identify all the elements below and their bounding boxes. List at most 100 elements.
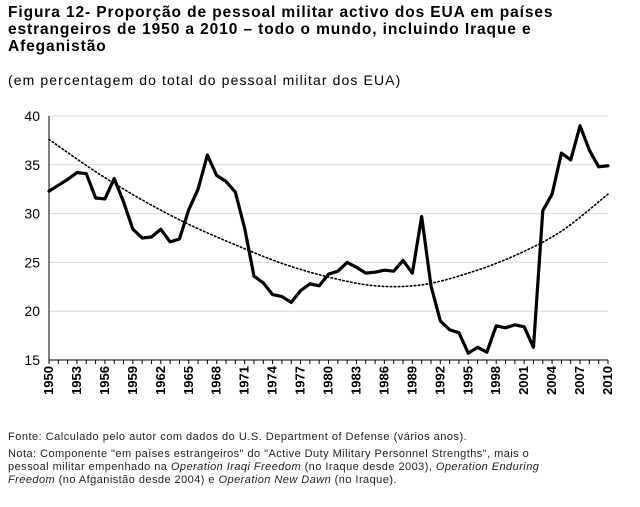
data-point (513, 323, 517, 327)
x-tick-label: 1971 (237, 366, 252, 395)
data-point (504, 326, 507, 329)
data-point (178, 237, 181, 241)
data-point (588, 148, 591, 152)
data-point (560, 151, 563, 155)
data-point (495, 324, 498, 328)
footnote-text-2: (no Iraque desde 2003), (301, 461, 436, 473)
data-point (476, 346, 479, 349)
data-point (75, 171, 79, 174)
y-tick-label: 35 (24, 157, 40, 173)
x-tick-label: 1959 (125, 366, 140, 395)
data-point (317, 284, 321, 288)
footnote-text-1: Nota: Componente "em países estrangeiros… (8, 448, 530, 473)
x-tick-label: 1995 (460, 366, 475, 395)
data-point (308, 282, 312, 286)
line-chart: 15 20 25 30 35 40 1950 1953 1956 1959 1962 1965 1968… (24, 108, 615, 395)
y-tick-label: 20 (24, 303, 40, 319)
data-point (597, 165, 600, 168)
x-tick-label: 1998 (488, 366, 503, 395)
y-tick-label: 25 (24, 254, 40, 270)
data-point (66, 178, 69, 181)
data-point (373, 270, 377, 274)
data-point (187, 208, 190, 211)
data-point (467, 351, 470, 355)
data-point (140, 236, 144, 240)
x-tick-label: 1989 (404, 366, 419, 395)
footnote-operation-iraqi-freedom: Operation Iraqi Freedom (170, 461, 302, 473)
data-point (522, 325, 526, 329)
x-tick-label: 2010 (600, 366, 615, 395)
data-point (457, 331, 461, 334)
data-point (206, 153, 209, 157)
source-note: Fonte: Calculado pelo autor com dados do… (8, 431, 468, 443)
x-tick-label: 1962 (153, 366, 168, 395)
data-point (364, 271, 367, 275)
data-point (401, 259, 405, 262)
x-tick-label: 1992 (432, 366, 447, 395)
x-tick-label: 1974 (265, 365, 280, 395)
y-tick-label: 40 (24, 108, 40, 124)
data-point (252, 274, 256, 278)
data-point (103, 197, 107, 201)
data-point (439, 319, 442, 323)
data-point (290, 301, 293, 304)
figure-title: Figura 12- Proporção de pessoal militar … (8, 4, 554, 55)
data-point (327, 272, 330, 276)
data-point (47, 189, 51, 193)
data-point (550, 192, 554, 196)
data-point (159, 228, 162, 231)
y-tick-label: 30 (24, 206, 40, 222)
data-point (355, 266, 358, 269)
x-tick-label: 1953 (69, 366, 84, 395)
x-tick-label: 1968 (209, 366, 224, 395)
x-tick-label: 1980 (321, 366, 336, 395)
data-point (122, 200, 125, 204)
x-tick-label: 1977 (293, 366, 308, 395)
data-point (392, 269, 395, 273)
data-point (411, 271, 414, 275)
data-point (606, 164, 610, 167)
data-point (215, 174, 218, 177)
y-tick-label: 15 (24, 352, 40, 368)
data-point (168, 240, 172, 244)
footnote-operation-enduring-freedom: Operation Enduring Freedom (8, 461, 540, 486)
x-tick-label: 1965 (181, 366, 196, 395)
data-point (429, 284, 433, 288)
x-tick-label: 2004 (544, 365, 559, 395)
data-point (345, 261, 349, 264)
data-point (280, 295, 284, 298)
data-point (336, 269, 340, 273)
data-point (234, 190, 237, 194)
x-tick-label: 1983 (348, 366, 363, 395)
data-point (262, 281, 265, 285)
data-point (85, 172, 88, 175)
figure-subtitle: (em percentagem do total do pessoal mili… (8, 72, 402, 88)
footnote-text-4: (no Iraque). (331, 474, 397, 486)
data-point (420, 215, 423, 218)
data-point (94, 196, 97, 200)
data-point (578, 124, 582, 127)
data-point (113, 177, 116, 180)
data-point (150, 235, 153, 239)
x-tick-label: 1956 (97, 366, 112, 395)
data-point (541, 209, 544, 212)
data-point (532, 346, 535, 349)
data-point (243, 227, 246, 230)
data-point (271, 293, 274, 296)
x-tick-label: 1986 (376, 366, 391, 395)
data-point (196, 188, 200, 191)
footnote: Nota: Componente "em países estrangeiros… (8, 448, 568, 487)
trend-line (48, 138, 609, 288)
x-tick-label: 1950 (41, 366, 56, 395)
data-series-line (47, 124, 610, 355)
data-point (224, 180, 228, 183)
x-tick-label: 2001 (516, 366, 531, 395)
data-point (57, 184, 60, 187)
data-point (131, 228, 135, 231)
x-tick-label: 2007 (572, 366, 587, 395)
footnote-operation-new-dawn: Operation New Dawn (218, 474, 332, 486)
data-point (299, 289, 302, 292)
data-point (448, 328, 451, 331)
data-point (569, 158, 572, 162)
data-point (485, 350, 489, 354)
